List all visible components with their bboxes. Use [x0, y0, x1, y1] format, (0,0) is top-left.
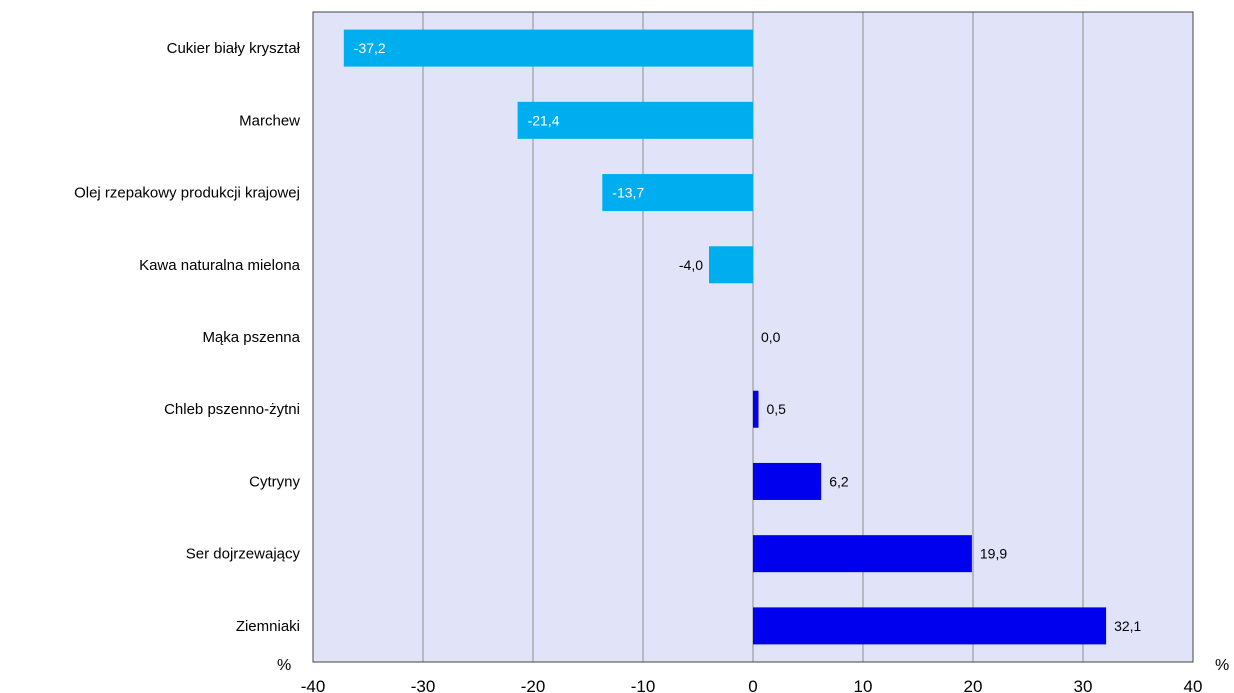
bar	[753, 607, 1107, 645]
bar	[517, 101, 753, 139]
category-label: Olej rzepakowy produkcji krajowej	[74, 185, 300, 202]
bar	[343, 29, 753, 67]
category-label: Ziemniaki	[236, 618, 300, 635]
bar	[602, 174, 753, 212]
x-unit-label-right: %	[1215, 657, 1229, 674]
bar	[753, 390, 759, 428]
bar	[753, 462, 822, 500]
bar	[709, 246, 753, 284]
x-tick-label: -20	[521, 677, 546, 693]
bar	[753, 535, 972, 573]
x-tick-label: -10	[631, 677, 656, 693]
data-label: 6,2	[829, 473, 849, 489]
x-tick-label: 20	[964, 677, 983, 693]
data-label: -21,4	[528, 112, 560, 128]
x-tick-label: -30	[411, 677, 436, 693]
data-label: -4,0	[679, 257, 703, 273]
category-label: Chleb pszenno-żytni	[164, 401, 300, 418]
category-label: Cytryny	[249, 473, 300, 490]
x-axis-ticks: -40 -30 -20 -10 0 10 20 30 40	[301, 677, 1203, 693]
category-labels: Cukier biały kryształ Marchew Olej rzepako…	[74, 40, 301, 635]
category-label: Mąka pszenna	[202, 329, 300, 346]
x-tick-label: 10	[854, 677, 873, 693]
category-label: Marchew	[239, 112, 300, 129]
data-label: 0,0	[761, 329, 781, 345]
x-tick-label: 0	[748, 677, 757, 693]
x-tick-label: 40	[1184, 677, 1203, 693]
category-label: Ser dojrzewający	[186, 546, 301, 563]
x-unit-label-left: %	[277, 657, 291, 674]
x-tick-label: 30	[1074, 677, 1093, 693]
data-label: 19,9	[980, 546, 1007, 562]
bars: -37,2 -21,4 -13,7 -4,0 0,0 0,5 6,2 19,9 32,1	[343, 29, 1142, 645]
data-label: 0,5	[767, 401, 787, 417]
data-label: -13,7	[612, 185, 644, 201]
plot-frame	[312, 11, 1194, 663]
x-tick-label: -40	[301, 677, 326, 693]
data-label: 32,1	[1114, 618, 1141, 634]
data-label: -37,2	[354, 40, 386, 56]
category-label: Cukier biały kryształ	[167, 40, 301, 57]
category-label: Kawa naturalna mielona	[139, 257, 301, 274]
